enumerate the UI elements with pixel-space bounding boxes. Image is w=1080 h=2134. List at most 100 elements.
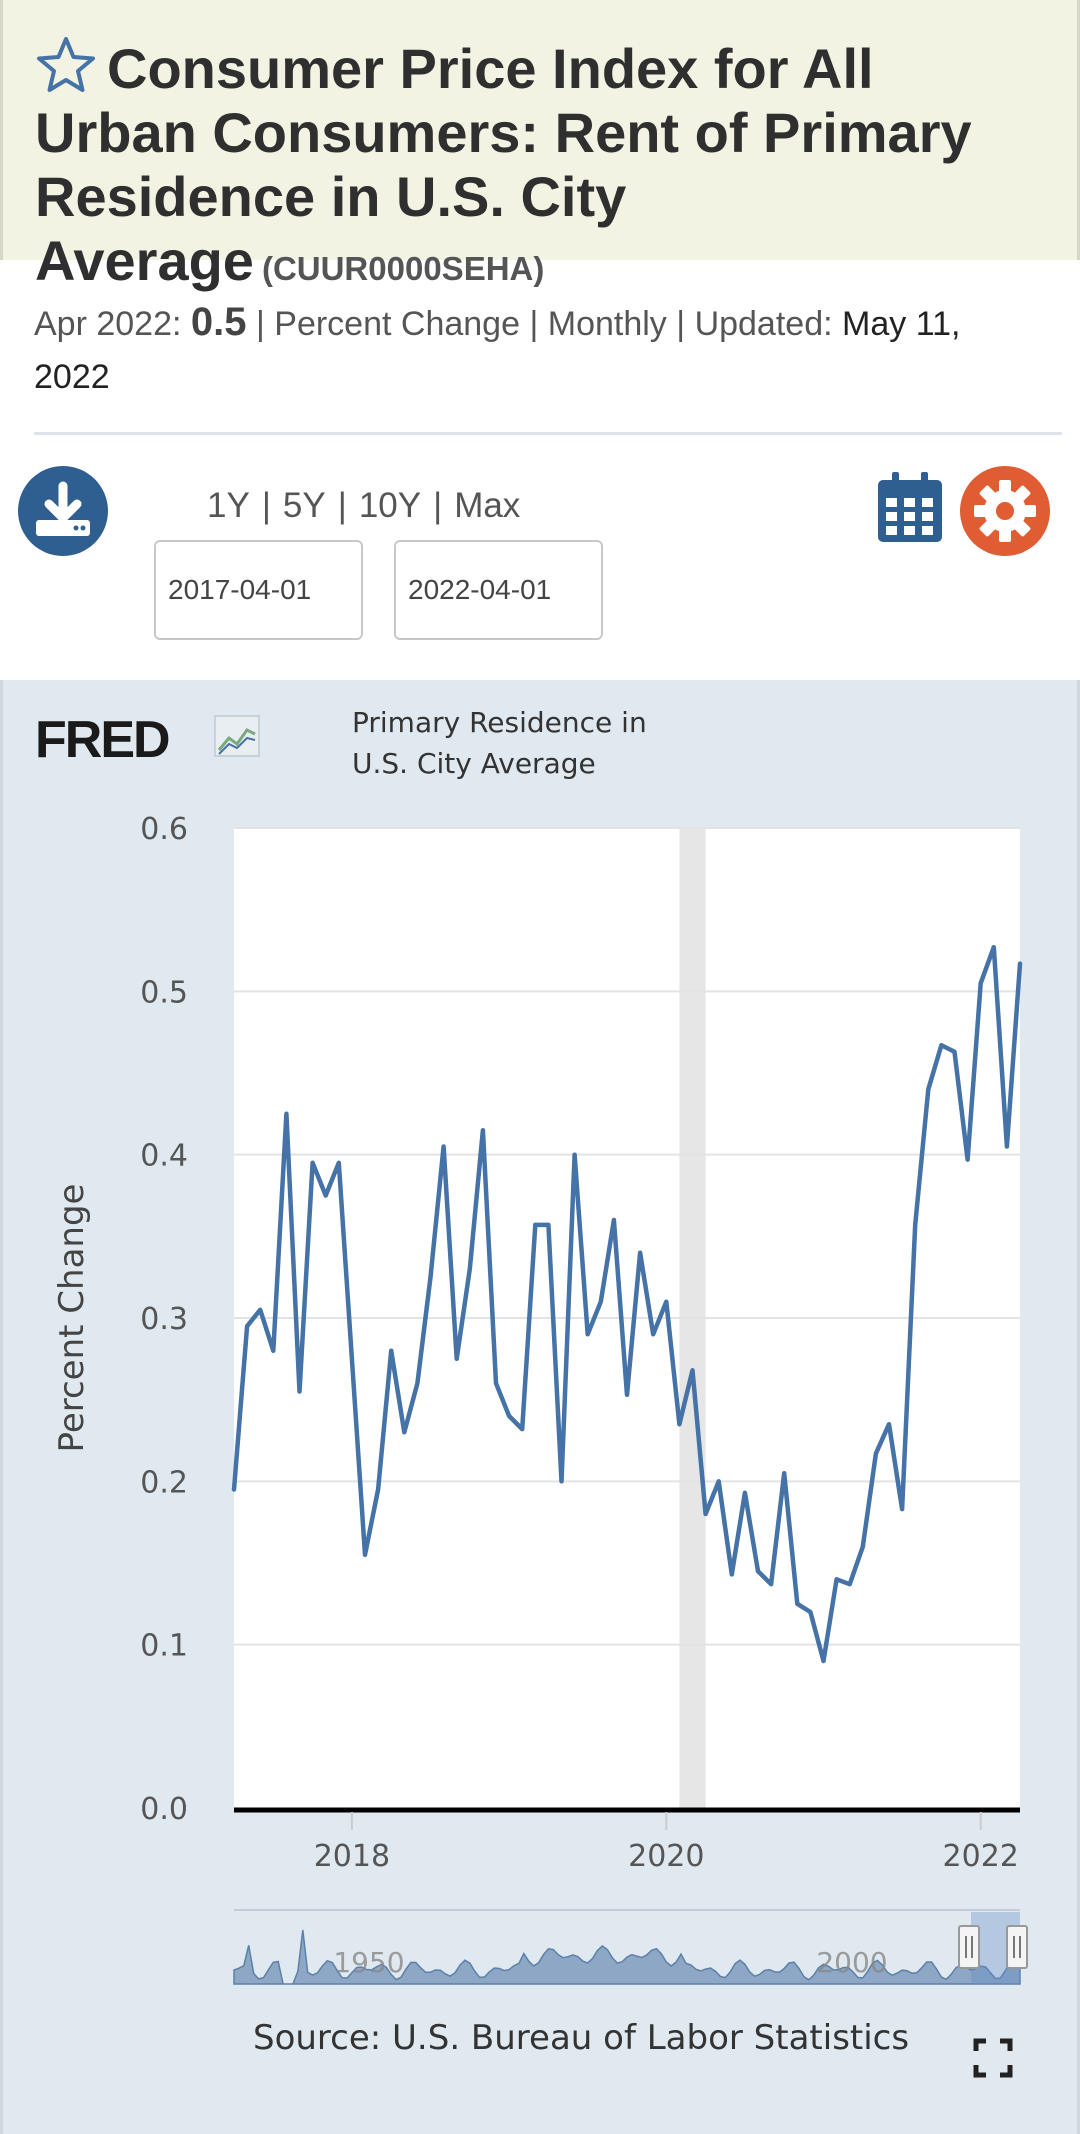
data-point[interactable] <box>819 1656 829 1666</box>
data-point[interactable] <box>779 1468 789 1478</box>
data-point[interactable] <box>792 1599 802 1609</box>
data-point[interactable] <box>936 1040 946 1050</box>
data-point[interactable] <box>229 1485 239 1495</box>
data-point[interactable] <box>1015 959 1025 969</box>
x-tick-label: 2022 <box>943 1839 1019 1874</box>
y-tick-label: 0.5 <box>140 975 188 1010</box>
data-point[interactable] <box>976 978 986 988</box>
x-tick-label: 2020 <box>628 1839 704 1874</box>
data-point[interactable] <box>753 1566 763 1576</box>
data-point[interactable] <box>465 1264 475 1274</box>
data-point[interactable] <box>242 1321 252 1331</box>
data-point[interactable] <box>399 1427 409 1437</box>
data-point[interactable] <box>845 1579 855 1589</box>
data-point[interactable] <box>478 1125 488 1135</box>
data-point[interactable] <box>963 1155 973 1165</box>
data-point[interactable] <box>308 1158 318 1168</box>
data-point[interactable] <box>491 1378 501 1388</box>
range-1y-link[interactable]: 1Y <box>207 486 250 525</box>
data-point[interactable] <box>884 1419 894 1429</box>
data-point[interactable] <box>543 1220 553 1230</box>
data-point[interactable] <box>714 1476 724 1486</box>
meta-updated-date: May 11, 2022 <box>34 305 961 396</box>
data-point[interactable] <box>530 1220 540 1230</box>
chart-panel: FRED Primary Residence in U.S. City Aver… <box>0 680 1080 2134</box>
chart-title-line1: Primary Residence in <box>352 706 647 739</box>
data-point[interactable] <box>412 1378 422 1388</box>
meta-sep: | <box>255 305 265 343</box>
y-tick-label: 0.4 <box>140 1139 188 1174</box>
data-point[interactable] <box>583 1329 593 1339</box>
star-icon[interactable] <box>35 36 97 94</box>
start-date-input[interactable] <box>154 540 363 640</box>
data-point[interactable] <box>452 1354 462 1364</box>
data-point[interactable] <box>871 1449 881 1459</box>
data-point[interactable] <box>347 1354 357 1364</box>
data-point[interactable] <box>570 1150 580 1160</box>
meta-units: Percent Change <box>274 305 520 343</box>
data-point[interactable] <box>910 1220 920 1230</box>
data-point[interactable] <box>635 1248 645 1258</box>
data-point[interactable] <box>295 1387 305 1397</box>
navigator-handle[interactable] <box>1006 1925 1028 1969</box>
data-point[interactable] <box>897 1504 907 1514</box>
data-point[interactable] <box>373 1485 383 1495</box>
data-point[interactable] <box>255 1305 265 1315</box>
data-point[interactable] <box>517 1424 527 1434</box>
data-point[interactable] <box>832 1574 842 1584</box>
data-point[interactable] <box>989 942 999 952</box>
gear-icon <box>974 480 1036 542</box>
y-tick-label: 0.3 <box>140 1302 188 1337</box>
meta-period: Apr 2022: <box>34 305 182 343</box>
range-max-link[interactable]: Max <box>454 486 521 525</box>
data-point[interactable] <box>805 1607 815 1617</box>
data-point[interactable] <box>609 1215 619 1225</box>
data-point[interactable] <box>504 1411 514 1421</box>
y-tick-label: 0.2 <box>140 1465 188 1500</box>
download-button[interactable] <box>18 466 108 556</box>
data-point[interactable] <box>923 1084 933 1094</box>
range-5y-link[interactable]: 5Y <box>282 486 326 525</box>
data-point[interactable] <box>740 1488 750 1498</box>
data-point[interactable] <box>334 1158 344 1168</box>
line-chart[interactable]: 0.0 0.1 0.2 0.3 0.4 0.5 0.6 Percent Change 2018 2… <box>3 680 1077 2000</box>
calendar-icon[interactable] <box>876 470 944 544</box>
data-point[interactable] <box>281 1109 291 1119</box>
meta-updated-label: Updated: <box>694 305 833 343</box>
data-point[interactable] <box>321 1191 331 1201</box>
data-point[interactable] <box>426 1272 436 1282</box>
data-point[interactable] <box>661 1297 671 1307</box>
data-point[interactable] <box>386 1346 396 1356</box>
data-point[interactable] <box>622 1390 632 1400</box>
y-tick-label: 0.1 <box>140 1629 188 1664</box>
navigator-tick-label: 1950 <box>333 1946 404 1979</box>
fred-logo: FRED <box>35 711 260 769</box>
meta-value: 0.5 <box>190 300 247 344</box>
data-point[interactable] <box>950 1047 960 1057</box>
date-range-shortcuts: 1Y | 5Y | 10Y | Max <box>207 486 520 526</box>
end-date-input[interactable] <box>394 540 603 640</box>
series-title-text: Consumer Price Index for All Urban Consu… <box>35 37 972 292</box>
chart-title: Primary Residence in U.S. City Average <box>352 702 647 784</box>
series-id: (CUUR0000SEHA) <box>261 250 545 287</box>
data-point[interactable] <box>674 1419 684 1429</box>
data-point[interactable] <box>439 1142 449 1152</box>
data-point[interactable] <box>688 1365 698 1375</box>
settings-button[interactable] <box>960 466 1050 556</box>
data-point[interactable] <box>858 1542 868 1552</box>
data-point[interactable] <box>360 1550 370 1560</box>
data-point[interactable] <box>596 1297 606 1307</box>
data-point[interactable] <box>766 1579 776 1589</box>
data-point[interactable] <box>557 1476 567 1486</box>
range-10y-link[interactable]: 10Y <box>358 486 422 525</box>
navigator-handle[interactable] <box>958 1925 980 1969</box>
range-sep: | <box>337 486 347 525</box>
data-point[interactable] <box>268 1346 278 1356</box>
data-point[interactable] <box>648 1329 658 1339</box>
navigator-tick-label: 2000 <box>816 1946 887 1979</box>
range-sep: | <box>433 486 443 525</box>
data-point[interactable] <box>727 1569 737 1579</box>
data-point[interactable] <box>701 1509 711 1519</box>
fullscreen-icon[interactable] <box>973 2038 1013 2078</box>
data-point[interactable] <box>1002 1142 1012 1152</box>
